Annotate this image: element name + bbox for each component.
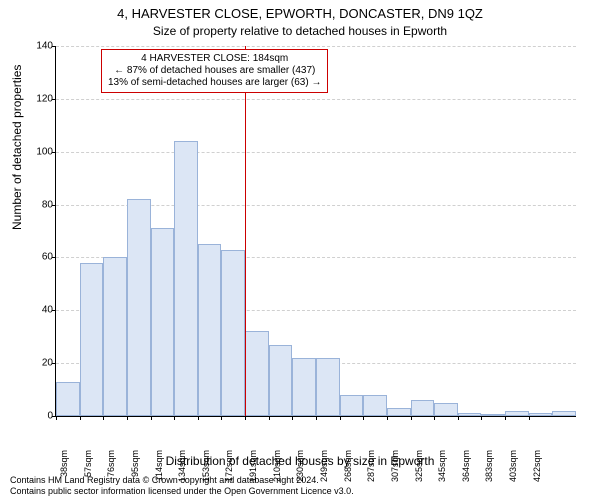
histogram-bar — [458, 413, 482, 416]
histogram-bar — [340, 395, 364, 416]
x-tick-mark — [174, 416, 175, 420]
callout-title: 4 HARVESTER CLOSE: 184sqm — [108, 53, 321, 65]
histogram-bar — [245, 331, 269, 416]
x-tick-mark — [292, 416, 293, 420]
y-tick-label: 80 — [23, 199, 53, 210]
y-tick-label: 140 — [23, 41, 53, 52]
x-tick-mark — [481, 416, 482, 420]
histogram-bar — [481, 414, 505, 416]
y-tick-mark — [52, 257, 56, 258]
x-tick-mark — [387, 416, 388, 420]
y-tick-label: 0 — [23, 411, 53, 422]
x-tick-mark — [411, 416, 412, 420]
histogram-bar — [387, 408, 411, 416]
y-tick-label: 40 — [23, 305, 53, 316]
x-tick-mark — [316, 416, 317, 420]
histogram-bar — [198, 244, 222, 416]
x-tick-mark — [340, 416, 341, 420]
footer-attribution: Contains HM Land Registry data © Crown c… — [10, 475, 354, 497]
x-tick-mark — [56, 416, 57, 420]
x-tick-mark — [434, 416, 435, 420]
x-tick-mark — [529, 416, 530, 420]
x-tick-mark — [505, 416, 506, 420]
reference-marker-line — [245, 46, 246, 416]
x-axis-label: Distribution of detached houses by size … — [0, 454, 600, 468]
plot-area: 38sqm57sqm76sqm95sqm114sqm134sqm153sqm17… — [55, 46, 576, 417]
grid-line — [56, 99, 576, 100]
footer-line-2: Contains public sector information licen… — [10, 486, 354, 497]
y-ticks: 020406080100120140 — [20, 46, 53, 416]
y-tick-mark — [52, 205, 56, 206]
x-tick-mark — [151, 416, 152, 420]
histogram-bar — [363, 395, 387, 416]
histogram-bar — [316, 358, 340, 416]
x-tick-mark — [127, 416, 128, 420]
y-tick-label: 20 — [23, 358, 53, 369]
y-tick-label: 120 — [23, 93, 53, 104]
y-tick-mark — [52, 363, 56, 364]
y-tick-mark — [52, 152, 56, 153]
histogram-bar — [434, 403, 458, 416]
histogram-bar — [529, 413, 553, 416]
footer-line-1: Contains HM Land Registry data © Crown c… — [10, 475, 354, 486]
y-tick-label: 100 — [23, 146, 53, 157]
histogram-bar — [411, 400, 435, 416]
chart-title: 4, HARVESTER CLOSE, EPWORTH, DONCASTER, … — [0, 6, 600, 21]
histogram-bar — [269, 345, 293, 416]
histogram-bar — [103, 257, 127, 416]
histogram-bar — [292, 358, 316, 416]
y-tick-mark — [52, 99, 56, 100]
chart-subtitle: Size of property relative to detached ho… — [0, 24, 600, 38]
chart-container: 4, HARVESTER CLOSE, EPWORTH, DONCASTER, … — [0, 0, 600, 500]
histogram-bar — [80, 263, 104, 416]
histogram-bar — [56, 382, 80, 416]
y-tick-mark — [52, 310, 56, 311]
x-tick-mark — [198, 416, 199, 420]
x-tick-mark — [245, 416, 246, 420]
x-tick-mark — [80, 416, 81, 420]
x-tick-mark — [221, 416, 222, 420]
x-tick-mark — [269, 416, 270, 420]
callout-line-1: ← 87% of detached houses are smaller (43… — [108, 65, 321, 77]
histogram-bar — [174, 141, 198, 416]
y-tick-label: 60 — [23, 252, 53, 263]
x-tick-mark — [103, 416, 104, 420]
histogram-bar — [221, 250, 245, 417]
callout-line-2: 13% of semi-detached houses are larger (… — [108, 77, 321, 89]
y-tick-mark — [52, 46, 56, 47]
histogram-bar — [151, 228, 175, 416]
marker-callout: 4 HARVESTER CLOSE: 184sqm← 87% of detach… — [101, 49, 328, 93]
grid-line — [56, 46, 576, 47]
grid-line — [56, 152, 576, 153]
histogram-bar — [127, 199, 151, 416]
x-tick-mark — [363, 416, 364, 420]
histogram-bar — [505, 411, 529, 416]
x-tick-mark — [458, 416, 459, 420]
histogram-bar — [552, 411, 576, 416]
